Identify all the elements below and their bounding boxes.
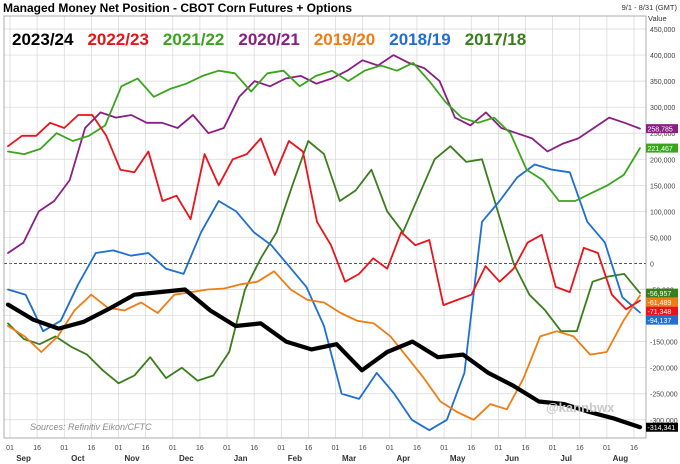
series-line-2020-21 — [7, 54, 641, 254]
last-value-label: 258,785 — [648, 127, 673, 134]
legend-entry-2022-23: 2022/23 — [87, 30, 148, 49]
x-day-tick-label: 01 — [603, 445, 611, 452]
legend: 2023/24 2022/23 2021/22 2020/21 2019/20 2018/… — [12, 30, 526, 49]
x-day-tick-label: 16 — [522, 445, 530, 452]
x-month-label: Jan — [234, 454, 248, 463]
x-day-tick-label: 16 — [250, 445, 258, 452]
y-tick-label: -300,000 — [650, 418, 678, 425]
y-tick-label: -150,000 — [650, 340, 678, 347]
x-month-label: Mar — [342, 454, 356, 463]
y-tick-label: 150,000 — [650, 183, 675, 190]
x-day-tick-label: 01 — [115, 445, 123, 452]
x-month-label: Aug — [613, 454, 629, 463]
y-tick-label: 0 — [650, 261, 654, 268]
plot-frame — [3, 15, 647, 439]
x-day-tick-label: 01 — [6, 445, 14, 452]
x-day-tick-label: 16 — [305, 445, 313, 452]
series-line-2023-24 — [5, 287, 643, 430]
legend-entry-2019-20: 2019/20 — [314, 30, 375, 49]
y-tick-label: -250,000 — [650, 392, 678, 399]
legend-entry-2023-24: 2023/24 — [12, 30, 74, 49]
x-day-tick-label: 16 — [142, 445, 150, 452]
x-day-tick-label: 01 — [549, 445, 557, 452]
series-line-2022-23 — [7, 114, 641, 311]
x-day-tick-label: 01 — [332, 445, 340, 452]
y-tick-label: 450,000 — [650, 27, 675, 34]
x-month-label: Jun — [505, 454, 519, 463]
gridlines — [3, 15, 647, 439]
legend-entry-2017-18: 2017/18 — [465, 30, 526, 49]
x-day-tick-label: 16 — [196, 445, 204, 452]
last-value-box — [646, 124, 678, 134]
last-value-label: -314,341 — [648, 425, 676, 432]
x-day-tick-label: 16 — [630, 445, 638, 452]
x-month-label: Nov — [125, 454, 141, 463]
y-tick-label: 100,000 — [650, 209, 675, 216]
x-day-tick-label: 01 — [440, 445, 448, 452]
series-line-2017-18 — [7, 140, 641, 385]
y-tick-label: 50,000 — [650, 235, 672, 242]
y-tick-label: 200,000 — [650, 157, 675, 164]
last-value-box — [646, 297, 678, 307]
last-value-box — [646, 143, 678, 153]
x-month-label: May — [450, 454, 466, 463]
x-day-tick-label: 01 — [277, 445, 285, 452]
value-axis-label: Value — [648, 14, 667, 23]
x-day-tick-label: 01 — [494, 445, 502, 452]
x-month-label: Jul — [560, 454, 572, 463]
series-line-2018-19 — [7, 163, 641, 432]
last-value-label: -71,348 — [648, 309, 672, 316]
y-tick-label: 350,000 — [650, 79, 675, 86]
x-day-tick-label: 01 — [386, 445, 394, 452]
x-day-tick-label: 16 — [33, 445, 41, 452]
y-tick-label: 400,000 — [650, 53, 675, 60]
x-day-tick-label: 01 — [60, 445, 68, 452]
legend-entry-2021-22: 2021/22 — [163, 30, 224, 49]
last-value-label: -94,137 — [648, 318, 672, 325]
x-month-label: Apr — [397, 454, 411, 463]
x-day-tick-label: 16 — [87, 445, 95, 452]
series-line-2021-22 — [7, 62, 641, 202]
x-day-tick-label: 16 — [359, 445, 367, 452]
last-value-labels: 258,785 221,467 -56,957 -61,489 -71,348 -94,1… — [646, 124, 678, 432]
y-tick-label: -200,000 — [650, 366, 678, 373]
date-range-label: 9/1 - 8/31 (GMT) — [622, 3, 678, 12]
last-value-label: -61,489 — [648, 300, 672, 307]
series-layer — [5, 54, 643, 432]
y-tick-label: 300,000 — [650, 105, 675, 112]
watermark: @kannbwx — [546, 400, 615, 415]
last-value-box — [646, 422, 678, 432]
x-day-tick-label: 16 — [467, 445, 475, 452]
legend-entry-2020-21: 2020/21 — [238, 30, 299, 49]
source-note: Sources: Refinitiv Eikon/CFTC — [30, 422, 152, 432]
x-day-tick-label: 01 — [169, 445, 177, 452]
last-value-label: 221,467 — [648, 146, 673, 153]
last-value-label: -56,957 — [648, 291, 672, 298]
x-month-label: Oct — [71, 454, 85, 463]
chart-title: Managed Money Net Position - CBOT Corn F… — [3, 1, 352, 15]
legend-entry-2018-19: 2018/19 — [389, 30, 450, 49]
x-axis: 01 16 01 16 01 16 01 16 01 16 01 16 01 16 01 16 01 16 01 16… — [6, 445, 638, 463]
x-month-label: Dec — [179, 454, 194, 463]
x-day-tick-label: 16 — [576, 445, 584, 452]
x-day-tick-label: 16 — [413, 445, 421, 452]
x-month-label: Feb — [288, 454, 302, 463]
x-day-tick-label: 01 — [223, 445, 231, 452]
last-value-box — [646, 288, 678, 298]
last-value-box — [646, 306, 678, 316]
last-value-box — [646, 315, 678, 325]
y-tick-label: 250,000 — [650, 131, 675, 138]
x-month-label: Sep — [16, 454, 31, 463]
